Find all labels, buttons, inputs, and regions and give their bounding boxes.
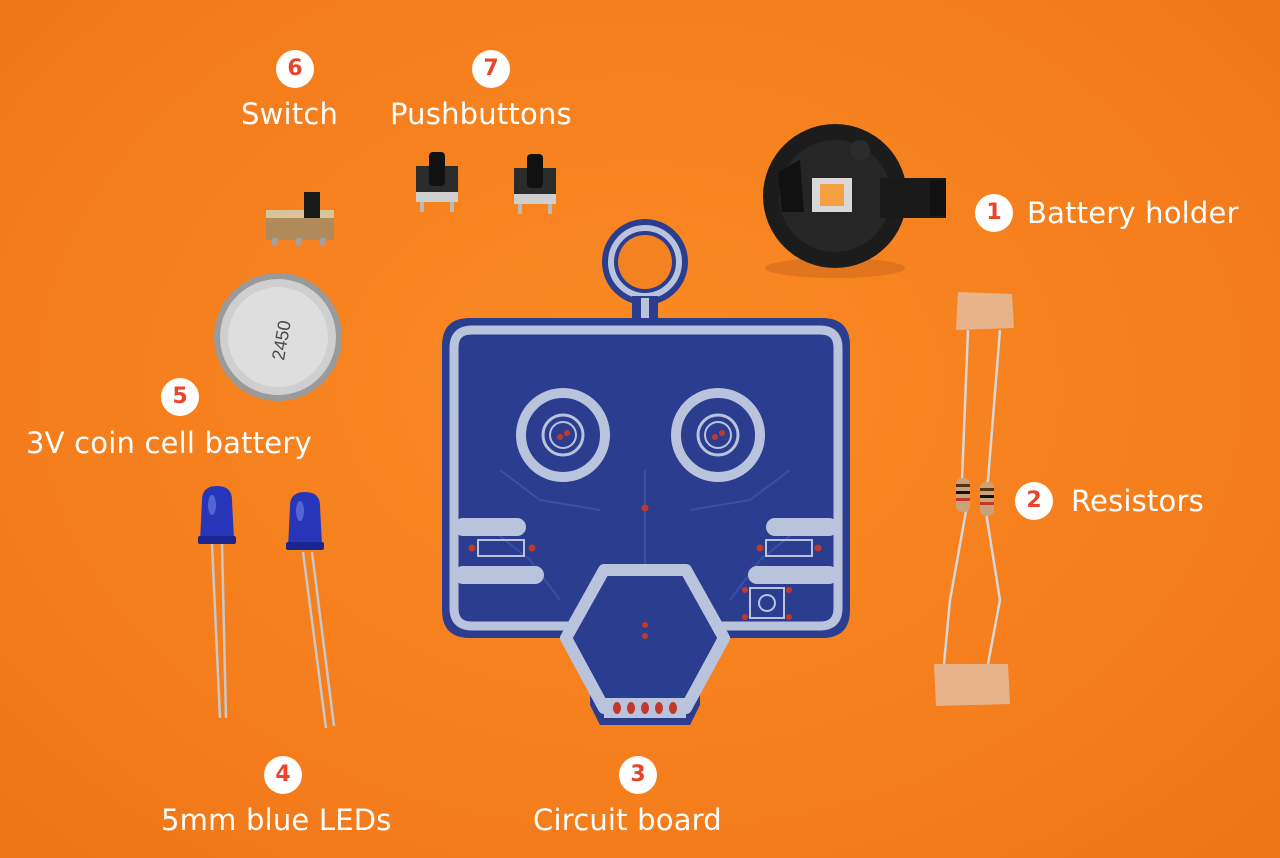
- label-resistors: Resistors: [1071, 484, 1204, 518]
- badge-4: 4: [264, 756, 302, 794]
- label-leds: 5mm blue LEDs: [161, 803, 392, 837]
- resistors-image: [934, 292, 1014, 706]
- coin-battery-image: 2450: [214, 273, 342, 401]
- pushbuttons-image: [416, 152, 556, 214]
- label-battery-holder: Battery holder: [1027, 196, 1239, 230]
- badge-7: 7: [472, 50, 510, 88]
- badge-3: 3: [619, 756, 657, 794]
- badge-6: 6: [276, 50, 314, 88]
- label-pushbuttons: Pushbuttons: [390, 97, 572, 131]
- label-circuit-board: Circuit board: [533, 803, 722, 837]
- label-switch: Switch: [241, 97, 339, 131]
- circuit-board-image: [442, 219, 850, 725]
- badge-5: 5: [161, 378, 199, 416]
- label-coin-battery: 3V coin cell battery: [26, 426, 312, 460]
- battery-holder-image: [763, 124, 946, 278]
- leds-image: [198, 486, 336, 729]
- switch-image: [266, 192, 334, 246]
- badge-1: 1: [975, 194, 1013, 232]
- badge-2: 2: [1015, 482, 1053, 520]
